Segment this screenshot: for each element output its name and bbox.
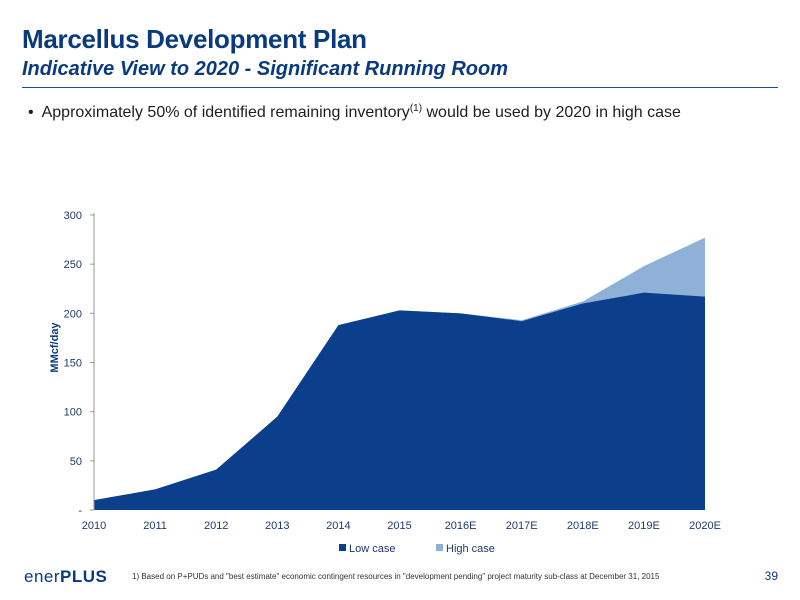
enerplus-logo: enerPLUS	[24, 567, 107, 587]
x-tick-label: 2017E	[506, 520, 538, 532]
y-tick-label: 150	[64, 358, 82, 370]
x-tick-label: 2013	[265, 520, 289, 532]
logo-text-plus: PLUS	[60, 567, 108, 586]
y-tick-label: 100	[64, 407, 82, 419]
x-tick-label: 2019E	[628, 520, 660, 532]
page-title: Marcellus Development Plan	[22, 24, 367, 54]
y-tick-label: 250	[64, 259, 82, 271]
x-tick-label: 2012	[204, 520, 228, 532]
y-tick-label: 50	[70, 456, 82, 468]
x-tick-label: 2020E	[689, 520, 721, 532]
y-tick-label: -	[78, 505, 82, 517]
legend-label-high-case: High case	[446, 543, 495, 555]
y-tick-label: 300	[64, 210, 82, 222]
x-tick-label: 2015	[387, 520, 411, 532]
x-tick-label: 2011	[143, 520, 167, 532]
x-tick-label: 2014	[326, 520, 350, 532]
legend-label-low-case: Low case	[349, 543, 395, 555]
bullet-text-before: Approximately 50% of identified remainin…	[41, 104, 410, 121]
y-axis-title: MMcf/day	[49, 322, 61, 373]
bullet-point: • Approximately 50% of identified remaini…	[28, 103, 681, 122]
footnote-reference: (1)	[409, 103, 423, 114]
title-divider	[22, 87, 778, 88]
production-area-chart: - 50 100 150 200 250 300 MMcf/day 2010 2011 2012 20…	[49, 210, 721, 555]
page-number: 39	[764, 569, 778, 583]
bullet-dot: •	[28, 104, 34, 121]
page-subtitle: Indicative View to 2020 - Significant Ru…	[22, 58, 508, 80]
footnote: 1) Based on P+PUDs and "best estimate" e…	[132, 572, 660, 581]
x-tick-label: 2016E	[445, 520, 477, 532]
logo-text-ener: ener	[24, 567, 61, 586]
area-low-case	[94, 292, 705, 510]
y-tick-label: 200	[64, 308, 82, 320]
legend-swatch-high-case	[436, 544, 443, 551]
x-tick-label: 2010	[82, 520, 106, 532]
bullet-text-after: would be used by 2020 in high case	[422, 104, 681, 121]
legend-swatch-low-case	[339, 544, 346, 551]
x-tick-label: 2018E	[567, 520, 599, 532]
